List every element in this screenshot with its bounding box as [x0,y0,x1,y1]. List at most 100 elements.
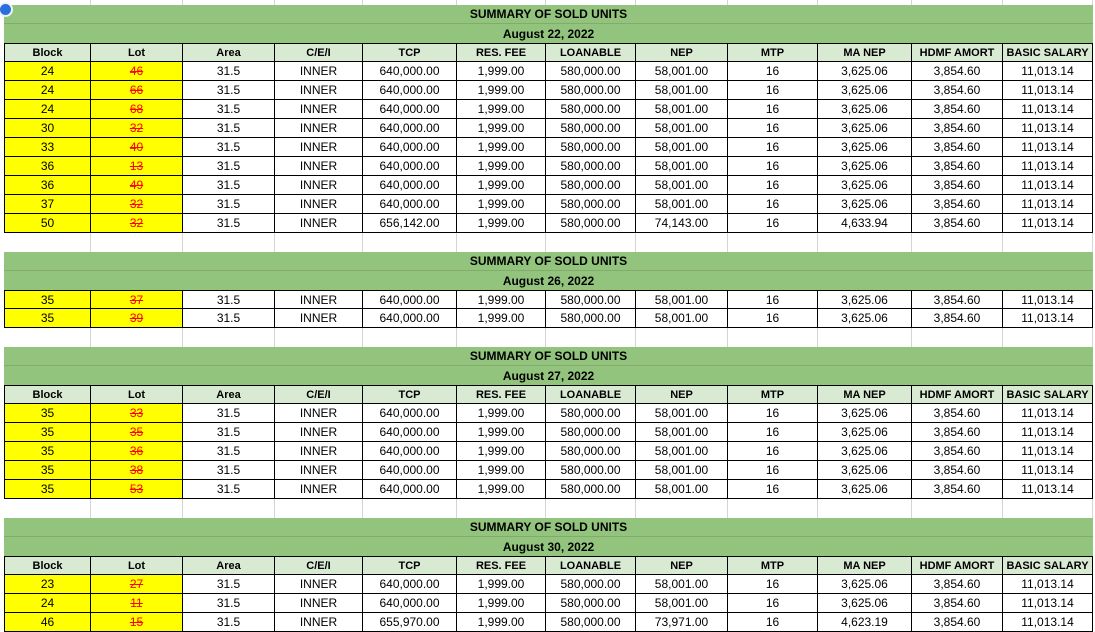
cell-nep[interactable]: 58,001.00 [636,81,728,100]
cell-c-e-i[interactable]: INNER [275,480,363,499]
cell-area[interactable]: 31.5 [183,214,275,233]
cell-nep[interactable]: 58,001.00 [636,157,728,176]
cell-mtp[interactable]: 16 [728,404,818,423]
cell-tcp[interactable]: 640,000.00 [363,100,457,119]
cell-lot[interactable]: 39 [91,309,183,328]
cell-loanable[interactable]: 580,000.00 [546,575,636,594]
cell-res-fee[interactable]: 1,999.00 [457,100,546,119]
empty-sheet-cell[interactable] [363,233,457,252]
cell-hdmf-amort[interactable]: 3,854.60 [912,290,1003,309]
cell-tcp[interactable]: 655,970.00 [363,613,457,632]
column-header-basic-salary[interactable]: BASIC SALARY [1003,43,1093,62]
cell-nep[interactable]: 58,001.00 [636,290,728,309]
cell-nep[interactable]: 58,001.00 [636,100,728,119]
cell-mtp[interactable]: 16 [728,81,818,100]
cell-nep[interactable]: 58,001.00 [636,176,728,195]
cell-block[interactable]: 33 [4,138,91,157]
cell-nep[interactable]: 58,001.00 [636,480,728,499]
cell-tcp[interactable]: 640,000.00 [363,461,457,480]
cell-block[interactable]: 24 [4,594,91,613]
empty-sheet-cell[interactable] [457,499,546,518]
cell-c-e-i[interactable]: INNER [275,119,363,138]
cell-c-e-i[interactable]: INNER [275,613,363,632]
column-header-res-fee[interactable]: RES. FEE [457,43,546,62]
cell-block[interactable]: 24 [4,62,91,81]
cell-loanable[interactable]: 580,000.00 [546,195,636,214]
cell-mtp[interactable]: 16 [728,157,818,176]
cell-c-e-i[interactable]: INNER [275,195,363,214]
cell-mtp[interactable]: 16 [728,138,818,157]
cell-block[interactable]: 35 [4,309,91,328]
section-date[interactable]: August 22, 2022 [4,24,1093,43]
cell-ma-nep[interactable]: 3,625.06 [818,442,912,461]
cell-hdmf-amort[interactable]: 3,854.60 [912,119,1003,138]
cell-nep[interactable]: 58,001.00 [636,404,728,423]
cell-hdmf-amort[interactable]: 3,854.60 [912,62,1003,81]
empty-sheet-cell[interactable] [183,499,275,518]
column-header-ma-nep[interactable]: MA NEP [818,385,912,404]
cell-basic-salary[interactable]: 11,013.14 [1003,423,1093,442]
cell-lot[interactable]: 38 [91,461,183,480]
cell-lot[interactable]: 32 [91,195,183,214]
cell-area[interactable]: 31.5 [183,404,275,423]
cell-ma-nep[interactable]: 3,625.06 [818,309,912,328]
cell-tcp[interactable]: 640,000.00 [363,119,457,138]
cell-res-fee[interactable]: 1,999.00 [457,81,546,100]
cell-c-e-i[interactable]: INNER [275,81,363,100]
section-title[interactable]: SUMMARY OF SOLD UNITS [4,5,1093,24]
cell-res-fee[interactable]: 1,999.00 [457,594,546,613]
column-header-res-fee[interactable]: RES. FEE [457,385,546,404]
cell-loanable[interactable]: 580,000.00 [546,119,636,138]
cell-mtp[interactable]: 16 [728,100,818,119]
cell-loanable[interactable]: 580,000.00 [546,214,636,233]
cell-ma-nep[interactable]: 3,625.06 [818,461,912,480]
cell-lot[interactable]: 37 [91,290,183,309]
cell-block[interactable]: 35 [4,423,91,442]
cell-mtp[interactable]: 16 [728,575,818,594]
cell-res-fee[interactable]: 1,999.00 [457,176,546,195]
cell-hdmf-amort[interactable]: 3,854.60 [912,404,1003,423]
cell-nep[interactable]: 58,001.00 [636,423,728,442]
cell-area[interactable]: 31.5 [183,119,275,138]
empty-sheet-cell[interactable] [818,499,912,518]
cell-basic-salary[interactable]: 11,013.14 [1003,81,1093,100]
cell-hdmf-amort[interactable]: 3,854.60 [912,138,1003,157]
cell-tcp[interactable]: 640,000.00 [363,423,457,442]
cell-loanable[interactable]: 580,000.00 [546,157,636,176]
column-header-loanable[interactable]: LOANABLE [546,385,636,404]
cell-res-fee[interactable]: 1,999.00 [457,442,546,461]
cell-ma-nep[interactable]: 3,625.06 [818,195,912,214]
cell-lot[interactable]: 49 [91,176,183,195]
cell-lot[interactable]: 66 [91,81,183,100]
cell-loanable[interactable]: 580,000.00 [546,594,636,613]
cell-lot[interactable]: 33 [91,404,183,423]
cell-c-e-i[interactable]: INNER [275,594,363,613]
section-title[interactable]: SUMMARY OF SOLD UNITS [4,347,1093,366]
cell-res-fee[interactable]: 1,999.00 [457,290,546,309]
cell-c-e-i[interactable]: INNER [275,214,363,233]
cell-basic-salary[interactable]: 11,013.14 [1003,309,1093,328]
column-header-lot[interactable]: Lot [91,556,183,575]
cell-area[interactable]: 31.5 [183,575,275,594]
column-header-nep[interactable]: NEP [636,43,728,62]
cell-basic-salary[interactable]: 11,013.14 [1003,461,1093,480]
cell-loanable[interactable]: 580,000.00 [546,138,636,157]
cell-ma-nep[interactable]: 4,633.94 [818,214,912,233]
empty-sheet-cell[interactable] [275,233,363,252]
cell-tcp[interactable]: 640,000.00 [363,309,457,328]
cell-area[interactable]: 31.5 [183,138,275,157]
cell-c-e-i[interactable]: INNER [275,290,363,309]
empty-sheet-cell[interactable] [636,499,728,518]
cell-lot[interactable]: 46 [91,62,183,81]
empty-sheet-cell[interactable] [457,233,546,252]
cell-area[interactable]: 31.5 [183,176,275,195]
cell-area[interactable]: 31.5 [183,290,275,309]
empty-sheet-cell[interactable] [546,233,636,252]
cell-nep[interactable]: 58,001.00 [636,461,728,480]
cell-hdmf-amort[interactable]: 3,854.60 [912,461,1003,480]
cell-ma-nep[interactable]: 3,625.06 [818,575,912,594]
cell-res-fee[interactable]: 1,999.00 [457,138,546,157]
column-header-block[interactable]: Block [4,385,91,404]
cell-mtp[interactable]: 16 [728,195,818,214]
cell-area[interactable]: 31.5 [183,157,275,176]
